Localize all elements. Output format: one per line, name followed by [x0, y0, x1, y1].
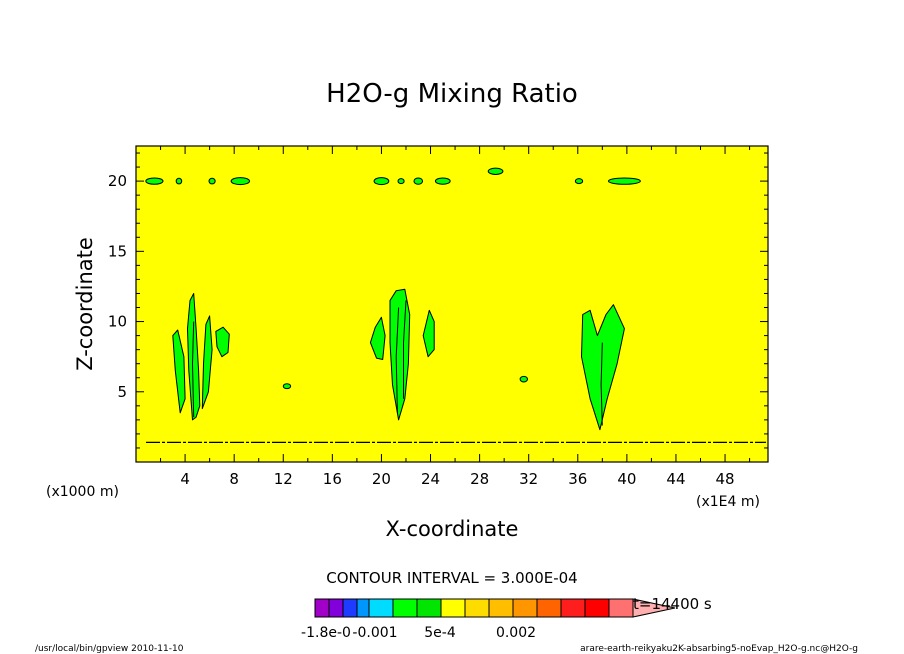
- colorbar-cell: [440, 598, 466, 618]
- x-tick-label: 16: [323, 470, 342, 488]
- colorbar-label: -0.001: [352, 625, 397, 641]
- contour-patch: [145, 177, 164, 185]
- contour-plume: [215, 326, 230, 358]
- colorbar-arrow: [632, 598, 676, 618]
- contour-patch: [607, 177, 641, 185]
- colorbar-label: -1.8e-0: [301, 625, 351, 641]
- contour-patch: [175, 177, 183, 185]
- x-tick-label: 28: [470, 470, 489, 488]
- colorbar-cell: [536, 598, 562, 618]
- contour-patch: [230, 177, 251, 186]
- y-tick-label: 15: [108, 242, 127, 260]
- x-tick-label: 36: [568, 470, 587, 488]
- colorbar-cell: [512, 598, 538, 618]
- x-tick-label: 48: [716, 470, 735, 488]
- contour-patch: [487, 167, 504, 175]
- x-tick-label: 32: [519, 470, 538, 488]
- contour-plume: [581, 304, 625, 431]
- x-tick-label: 24: [421, 470, 440, 488]
- contour-plume: [187, 293, 201, 421]
- contour-patch: [373, 177, 390, 186]
- colorbar-cell: [328, 598, 344, 618]
- x-axis-label: X-coordinate: [386, 517, 519, 541]
- x-tick-label: 12: [274, 470, 293, 488]
- x-axis-unit: (x1E4 m): [696, 494, 760, 510]
- contour-line: [191, 321, 195, 418]
- contour-patch: [434, 177, 451, 185]
- colorbar-cell: [584, 598, 610, 618]
- colorbar-cell: [314, 598, 330, 618]
- contour-plume: [422, 309, 435, 358]
- contour-line: [403, 300, 407, 399]
- x-tick-label: 20: [372, 470, 391, 488]
- contour-line: [395, 307, 400, 413]
- plot-frame: [135, 145, 769, 463]
- colorbar-label: 5e-4: [424, 625, 456, 641]
- plot-background: [136, 146, 768, 462]
- footer-left: /usr/local/bin/gpview 2010-11-10: [35, 644, 184, 654]
- x-tick-label: 8: [229, 470, 239, 488]
- contour-plume: [369, 316, 386, 360]
- colorbar-cell: [608, 598, 634, 618]
- contour-patch: [208, 177, 216, 185]
- colorbar-cell: [368, 598, 394, 618]
- colorbar-cell: [356, 598, 370, 618]
- colorbar-cell: [464, 598, 490, 618]
- colorbar-cell: [560, 598, 586, 618]
- colorbar-cell: [488, 598, 514, 618]
- chart-title: H2O-g Mixing Ratio: [326, 79, 578, 109]
- y-tick-label: 20: [108, 172, 127, 190]
- colorbar-cell: [392, 598, 418, 618]
- contour-patch: [574, 178, 584, 185]
- colorbar-cell: [342, 598, 358, 618]
- footer-right: arare-earth-reikyaku2K-absarbing5-noEvap…: [580, 644, 858, 654]
- contour-plume: [201, 315, 213, 410]
- colorbar-label: 0.002: [496, 625, 536, 641]
- y-tick-label: 10: [108, 313, 127, 331]
- contour-patch: [413, 177, 424, 185]
- contour-patch: [282, 383, 292, 390]
- contour-interval: CONTOUR INTERVAL = 3.000E-04: [326, 569, 577, 587]
- x-tick-label: 40: [617, 470, 636, 488]
- x-tick-label: 44: [666, 470, 685, 488]
- time-label: t=14400 s: [633, 595, 712, 613]
- x-tick-label: 4: [180, 470, 190, 488]
- y-axis-label: Z-coordinate: [73, 237, 97, 371]
- contour-patch: [519, 375, 528, 383]
- colorbar: -1.8e-0 -0.001 5e-4 0.002: [301, 598, 676, 641]
- contour-plume: [172, 329, 186, 414]
- y-axis-unit: (x1000 m): [46, 484, 119, 500]
- contour-line: [600, 342, 603, 426]
- colorbar-cell: [416, 598, 442, 618]
- contour-patch: [397, 178, 405, 185]
- y-tick-label: 5: [117, 383, 127, 401]
